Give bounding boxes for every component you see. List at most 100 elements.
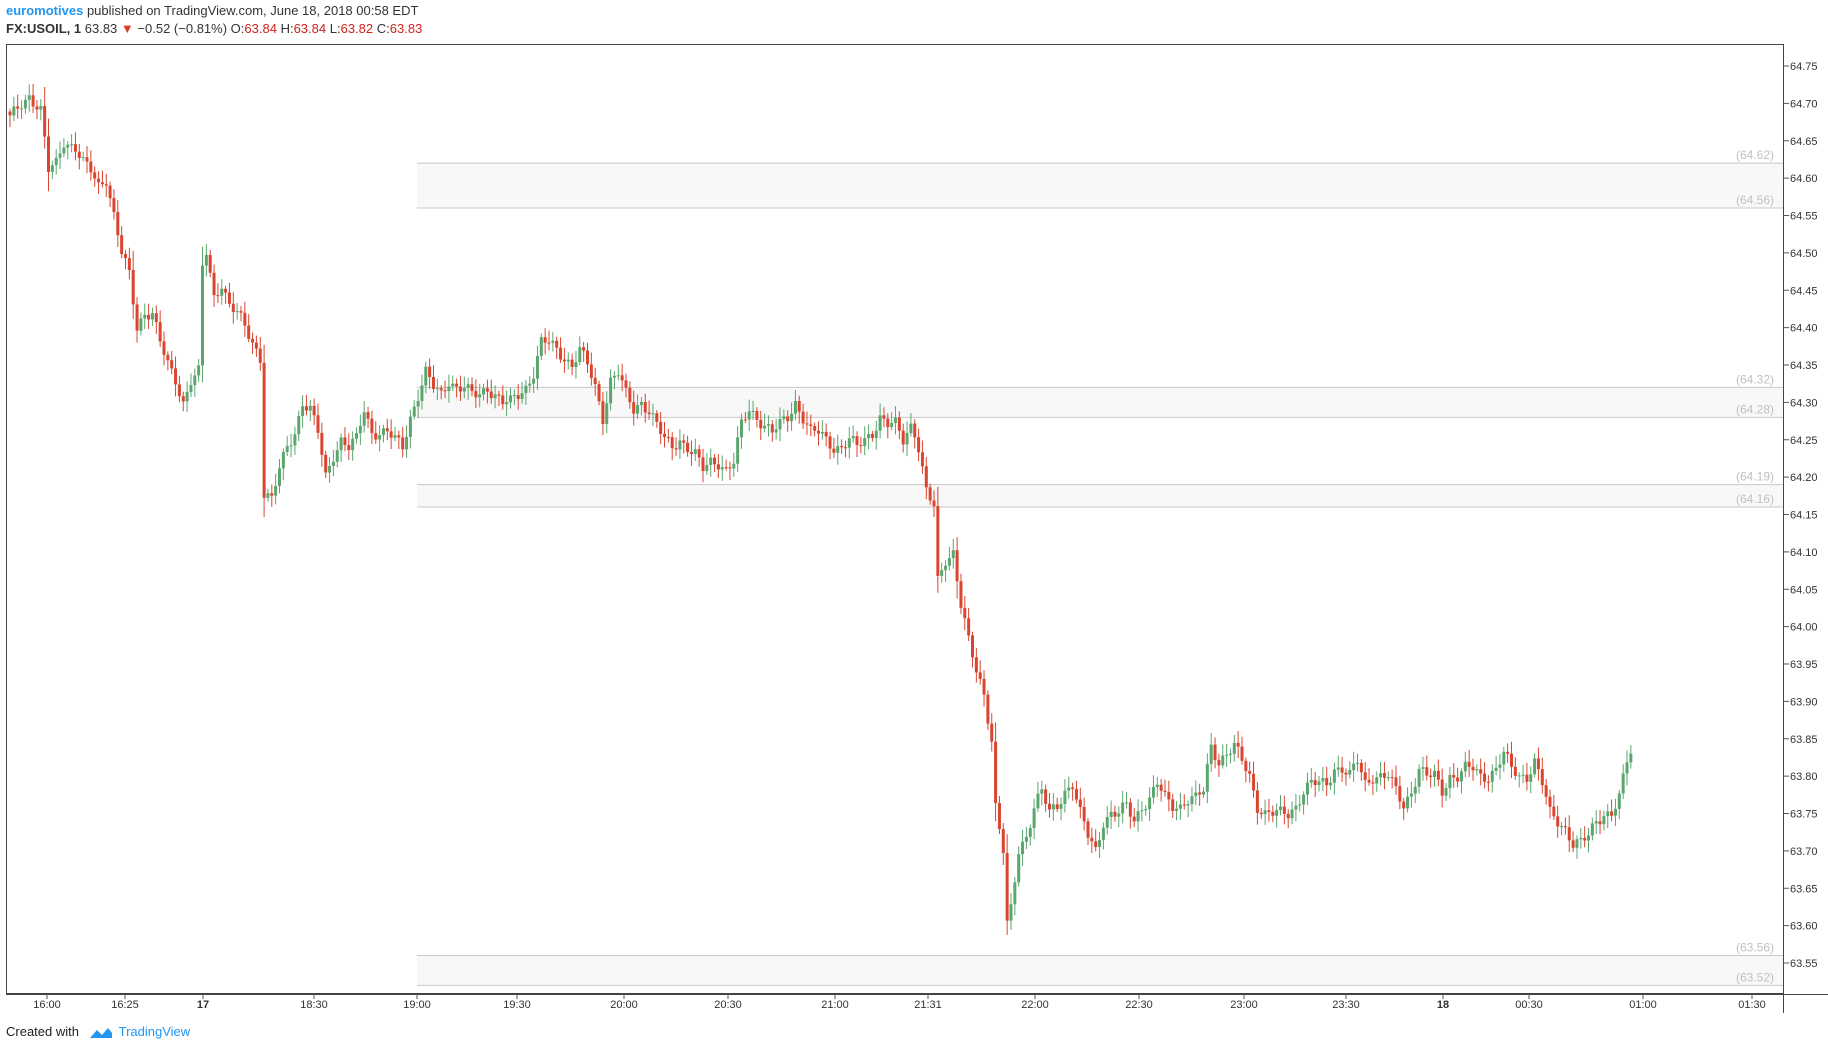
candle: [770, 420, 774, 442]
candle: [1140, 801, 1144, 822]
candle: [389, 419, 393, 449]
candle: [1440, 768, 1444, 808]
candle: [73, 132, 77, 161]
candle: [1059, 797, 1063, 821]
candle: [940, 562, 944, 583]
candle: [478, 383, 482, 408]
candle: [227, 282, 231, 308]
candle: [1005, 834, 1009, 935]
candle: [1009, 893, 1013, 931]
candle: [905, 421, 909, 457]
candle: [874, 420, 878, 450]
candle: [663, 422, 666, 448]
candle: [1263, 799, 1267, 825]
candle: [1032, 798, 1036, 840]
x-tick-label: 16:25: [111, 999, 139, 1011]
y-tick-label: 63.65: [1790, 883, 1818, 895]
candle: [1024, 827, 1028, 850]
zone-lower-label: (63.52): [1736, 970, 1774, 984]
candle: [297, 410, 301, 442]
candle: [593, 367, 597, 396]
candle: [701, 448, 705, 483]
candle: [370, 410, 374, 445]
candle: [285, 436, 289, 457]
candle: [278, 459, 281, 494]
zone-band: [417, 163, 1783, 209]
candle: [1055, 797, 1059, 812]
candle: [944, 560, 948, 583]
open-label: O:: [230, 21, 245, 36]
candle: [1452, 763, 1456, 788]
candle: [1202, 787, 1205, 798]
candle: [1144, 805, 1148, 816]
candle: [697, 444, 701, 467]
candle: [532, 366, 536, 393]
candle: [1067, 776, 1071, 799]
candle: [1348, 761, 1352, 779]
candle: [1506, 743, 1510, 763]
y-tick-label: 64.20: [1790, 472, 1818, 484]
candle: [959, 573, 963, 615]
candle: [58, 141, 62, 169]
tradingview-link[interactable]: TradingView: [118, 1024, 191, 1039]
zone-upper-label: (64.62): [1736, 148, 1774, 162]
candle: [774, 419, 778, 440]
candle: [1367, 768, 1371, 786]
candle: [897, 411, 901, 440]
candle: [624, 373, 628, 398]
candle: [828, 431, 832, 460]
candle: [920, 440, 924, 474]
candle: [759, 410, 763, 441]
candle: [1371, 774, 1375, 796]
author-link[interactable]: euromotives: [6, 3, 84, 18]
candle: [547, 330, 551, 351]
candle: [1536, 747, 1540, 781]
candle: [786, 410, 790, 432]
candle: [1529, 766, 1533, 794]
candle: [824, 423, 828, 447]
candle: [678, 429, 682, 460]
candle: [1352, 751, 1356, 782]
last-price: 63.83: [84, 21, 118, 36]
candle: [1398, 775, 1402, 810]
x-tick-label: 22:00: [1021, 999, 1049, 1011]
candle: [967, 608, 971, 641]
candle: [1151, 775, 1155, 804]
candle: [35, 100, 39, 120]
candle: [1625, 750, 1629, 786]
candle: [1051, 792, 1055, 821]
y-tick-label: 64.40: [1790, 323, 1818, 335]
candle: [1587, 828, 1590, 853]
candle: [358, 414, 362, 446]
candle: [728, 461, 732, 481]
candle: [1098, 831, 1102, 858]
candle: [666, 428, 670, 443]
candle: [1048, 793, 1051, 818]
candle: [1448, 766, 1452, 799]
x-tick-label: 22:30: [1125, 999, 1153, 1011]
candle: [1413, 778, 1417, 803]
x-tick-label: 19:30: [503, 999, 531, 1011]
candle: [120, 226, 124, 259]
candle: [1240, 736, 1244, 765]
candle: [1021, 829, 1025, 866]
candle: [586, 342, 589, 374]
candle: [1602, 810, 1606, 831]
candle: [705, 452, 709, 475]
candle: [609, 369, 613, 411]
candle: [243, 301, 247, 337]
x-tick-label: 21:00: [821, 999, 849, 1011]
down-arrow-icon: ▼: [120, 21, 134, 36]
y-tick-label: 64.60: [1790, 173, 1818, 185]
candle: [150, 307, 154, 326]
candle: [1533, 753, 1537, 778]
candle: [197, 358, 201, 383]
candle: [1567, 815, 1571, 853]
candle: [1329, 776, 1333, 790]
symbol-legend: FX:USOIL, 1 63.83 ▼ −0.52 (−0.81%) O:63.…: [6, 21, 422, 36]
y-tick-label: 63.85: [1790, 734, 1818, 746]
candle: [77, 143, 81, 170]
candle: [208, 249, 212, 278]
candle: [978, 660, 982, 685]
